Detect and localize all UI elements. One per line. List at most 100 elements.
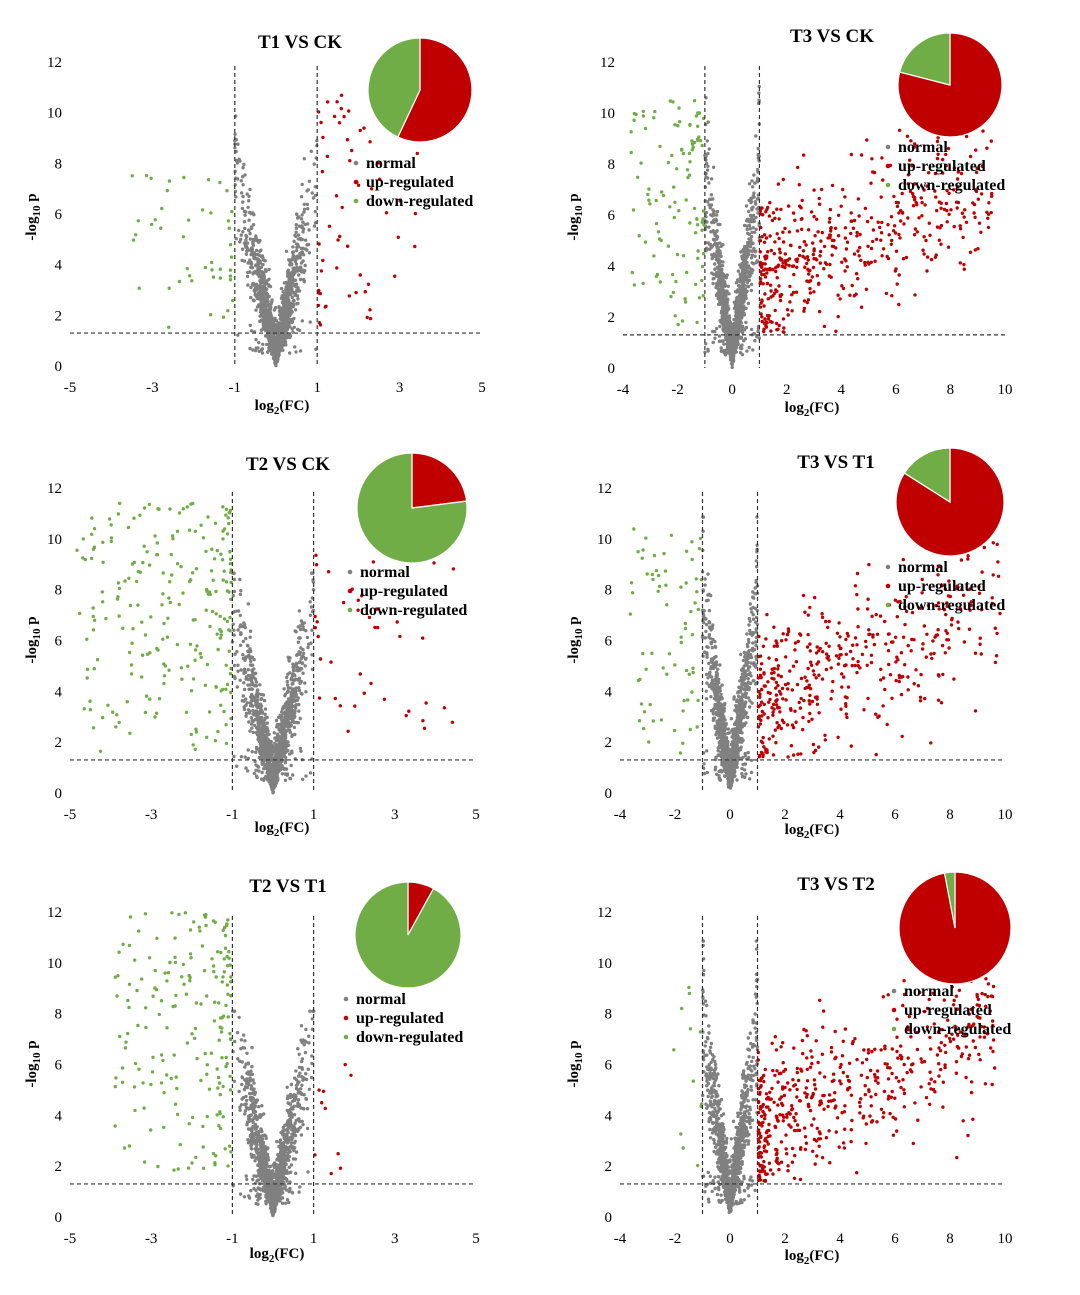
point-normal bbox=[713, 336, 717, 340]
point-normal bbox=[236, 628, 240, 632]
point-normal bbox=[751, 185, 755, 189]
point-normal bbox=[740, 299, 744, 304]
point-down bbox=[194, 730, 199, 734]
point-up bbox=[816, 282, 821, 286]
pie-slice-up bbox=[397, 37, 473, 143]
point-normal bbox=[738, 263, 742, 267]
point-up bbox=[986, 212, 991, 216]
point-normal bbox=[296, 721, 300, 725]
point-normal bbox=[747, 237, 751, 241]
point-up bbox=[765, 281, 770, 286]
point-up bbox=[895, 204, 900, 209]
point-up bbox=[795, 229, 800, 233]
point-normal bbox=[299, 691, 303, 696]
point-up bbox=[856, 197, 861, 201]
point-normal bbox=[263, 318, 268, 323]
point-up bbox=[880, 156, 884, 160]
point-down bbox=[130, 641, 134, 645]
point-normal bbox=[305, 635, 310, 640]
point-normal bbox=[749, 235, 754, 239]
point-normal bbox=[296, 287, 300, 292]
point-normal bbox=[290, 327, 294, 331]
point-down bbox=[671, 290, 676, 295]
point-up bbox=[828, 207, 833, 212]
point-down bbox=[169, 552, 173, 557]
point-down bbox=[129, 663, 134, 667]
point-up bbox=[856, 249, 860, 253]
point-normal bbox=[257, 303, 261, 307]
point-normal bbox=[290, 277, 294, 282]
point-down bbox=[163, 664, 168, 668]
x-tick-label: 8 bbox=[946, 807, 954, 823]
point-normal bbox=[262, 305, 266, 309]
legend-normal-marker bbox=[347, 569, 353, 575]
point-normal bbox=[250, 692, 254, 697]
point-normal bbox=[274, 718, 279, 723]
point-normal bbox=[737, 283, 741, 288]
point-normal bbox=[241, 639, 245, 644]
point-up bbox=[811, 252, 816, 257]
point-down bbox=[191, 743, 195, 747]
point-normal bbox=[290, 250, 295, 255]
point-normal bbox=[244, 636, 248, 641]
point-up bbox=[902, 222, 906, 226]
point-normal bbox=[234, 195, 238, 199]
point-normal bbox=[745, 227, 749, 232]
point-up bbox=[947, 212, 951, 216]
point-down bbox=[222, 527, 227, 531]
point-normal bbox=[286, 672, 290, 676]
point-down bbox=[153, 534, 157, 538]
point-normal bbox=[248, 237, 253, 241]
point-normal bbox=[722, 342, 726, 346]
point-up bbox=[775, 328, 779, 332]
legend-normal-marker bbox=[885, 144, 891, 150]
point-normal bbox=[721, 339, 725, 343]
point-down bbox=[78, 611, 82, 616]
points-group bbox=[628, 515, 1002, 790]
point-normal bbox=[723, 353, 728, 357]
point-normal bbox=[745, 289, 749, 294]
point-normal bbox=[268, 340, 272, 345]
point-down bbox=[177, 279, 182, 284]
point-normal bbox=[243, 226, 247, 231]
point-down bbox=[683, 300, 688, 304]
point-normal bbox=[303, 664, 307, 668]
point-down bbox=[162, 674, 167, 678]
point-normal bbox=[293, 269, 297, 273]
point-up bbox=[829, 226, 833, 230]
point-up bbox=[802, 306, 807, 311]
point-up bbox=[790, 309, 794, 313]
point-normal bbox=[734, 281, 739, 285]
point-normal bbox=[734, 327, 739, 331]
point-down bbox=[216, 647, 220, 652]
point-down bbox=[138, 513, 142, 517]
point-up bbox=[350, 148, 354, 153]
point-normal bbox=[266, 318, 270, 323]
point-down bbox=[676, 124, 680, 128]
legend-up-regulated-label: up-regulated bbox=[898, 158, 986, 175]
point-normal bbox=[287, 311, 291, 316]
point-up bbox=[450, 720, 455, 724]
point-normal bbox=[286, 689, 290, 693]
point-up bbox=[820, 230, 824, 235]
point-up bbox=[852, 218, 857, 223]
point-up bbox=[843, 226, 848, 230]
point-normal bbox=[232, 589, 237, 594]
point-normal bbox=[261, 750, 265, 755]
point-normal bbox=[265, 727, 270, 732]
point-normal bbox=[246, 205, 250, 210]
point-normal bbox=[252, 684, 257, 688]
point-down bbox=[85, 667, 90, 671]
point-normal bbox=[250, 266, 254, 270]
point-up bbox=[772, 291, 777, 295]
point-normal bbox=[272, 773, 276, 777]
point-up bbox=[812, 257, 816, 261]
point-normal bbox=[239, 191, 244, 195]
point-normal bbox=[266, 769, 270, 774]
point-normal bbox=[256, 262, 261, 266]
point-up bbox=[775, 207, 779, 211]
point-down bbox=[83, 557, 88, 562]
point-normal bbox=[724, 326, 728, 330]
point-normal bbox=[238, 577, 242, 582]
point-up bbox=[815, 217, 819, 221]
